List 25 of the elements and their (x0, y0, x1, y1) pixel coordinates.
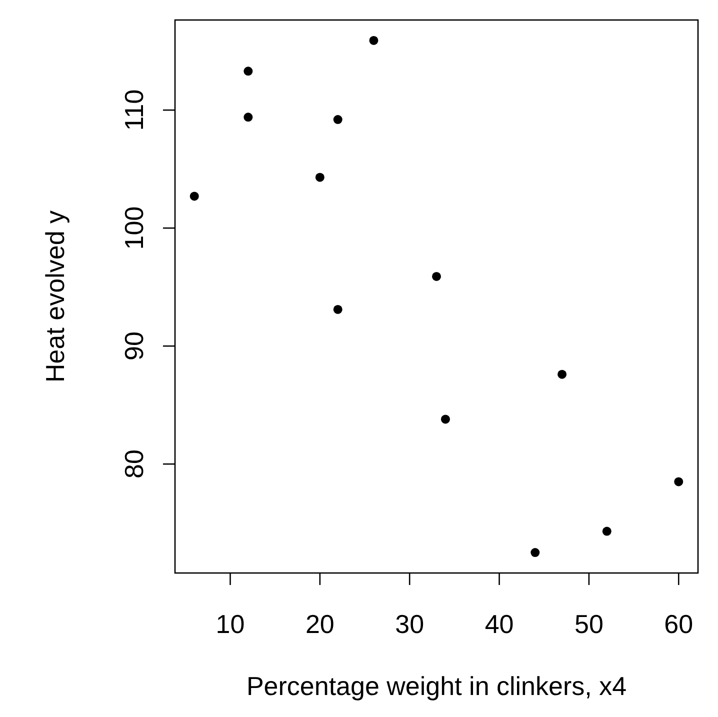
x-tick-label: 60 (664, 609, 694, 639)
y-tick-label: 100 (119, 206, 149, 250)
y-axis-title: Heat evolved y (40, 210, 70, 382)
y-tick-label: 90 (119, 332, 149, 361)
point (558, 370, 567, 379)
x-tick-label: 30 (395, 609, 424, 639)
point (244, 112, 253, 122)
point (315, 172, 324, 182)
y-tick-label: 80 (119, 450, 149, 478)
x-tick-label: 40 (484, 609, 514, 639)
point (602, 526, 612, 536)
point (440, 414, 450, 424)
y-tick-label: 110 (119, 89, 149, 131)
point (190, 192, 199, 201)
point (333, 115, 342, 124)
x-axis-title: Percentage weight in clinkers, x4 (246, 671, 627, 701)
point (432, 272, 441, 281)
x-tick-label: 10 (216, 609, 245, 639)
point (674, 477, 684, 486)
point (244, 66, 253, 76)
x-tick-label: 50 (574, 609, 604, 639)
point (530, 548, 540, 558)
point (369, 36, 378, 45)
x-tick-label: 20 (305, 609, 334, 639)
point (333, 304, 342, 314)
